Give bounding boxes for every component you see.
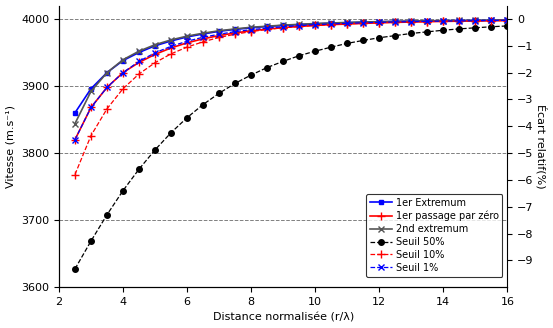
X-axis label: Distance normalisée (r/λ): Distance normalisée (r/λ) — [212, 313, 354, 322]
Legend: 1er Extremum, 1er passage par zéro, 2nd extremum, Seuil 50%, Seuil 10%, Seuil 1%: 1er Extremum, 1er passage par zéro, 2nd … — [367, 194, 503, 277]
Y-axis label: Vitesse (m.s⁻¹): Vitesse (m.s⁻¹) — [6, 105, 15, 188]
Y-axis label: Écart relatif(%): Écart relatif(%) — [536, 104, 547, 189]
